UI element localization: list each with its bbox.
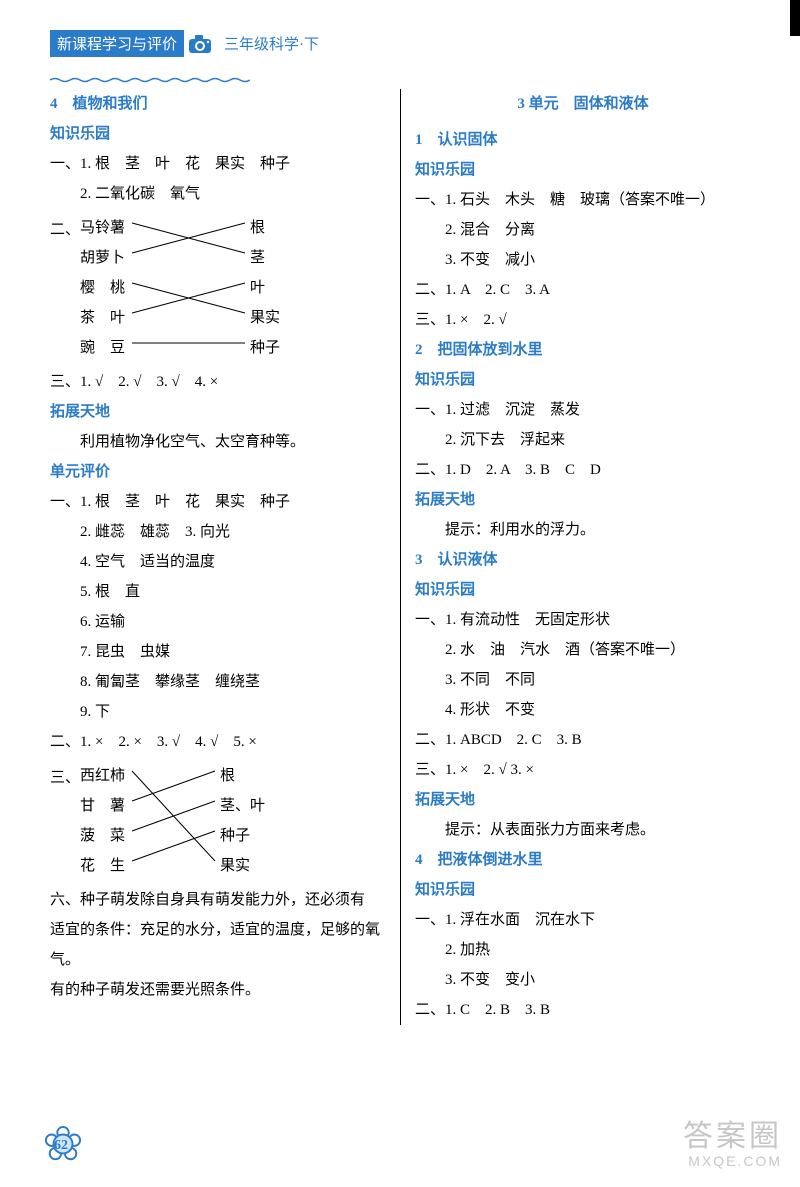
answer-line: 二、1. A 2. C 3. A [415,275,751,305]
answer-line: 3. 不变 变小 [415,965,751,995]
book-series-badge: 新课程学习与评价 [50,30,184,57]
answer-line: 六、种子萌发除自身具有萌发能力外，还必须有 [50,885,390,915]
question-prefix: 二、 [50,215,80,245]
answer-line: 4. 空气 适当的温度 [50,547,390,577]
subsection-title: 知识乐园 [415,365,751,395]
answer-line: 二、1. D 2. A 3. B C D [415,455,751,485]
answer-line: 一、1. 有流动性 无固定形状 [415,605,751,635]
answer-line: 二、1. ABCD 2. C 3. B [415,725,751,755]
subsection-title: 知识乐园 [50,119,390,149]
answer-line: 适宜的条件：充足的水分，适宜的温度，足够的氧气。 [50,915,390,975]
subsection-title: 知识乐园 [415,155,751,185]
left-column: 4 植物和我们 知识乐园 一、1. 根 茎 叶 花 果实 种子 2. 二氧化碳 … [50,89,400,1025]
match-lines [80,213,380,363]
page-number: 62 [54,1138,68,1154]
answer-line: 4. 形状 不变 [415,695,751,725]
answer-line: 一、1. 石头 木头 糖 玻璃（答案不唯一） [415,185,751,215]
answer-line: 三、1. × 2. √ [415,305,751,335]
matching-diagram: 西红柿 甘 薯 菠 菜 花 生 根 茎、叶 种子 果实 [80,761,390,881]
book-title: 三年级科学·下 [224,33,319,54]
answer-line: 一、1. 根 茎 叶 花 果实 种子 [50,149,390,179]
watermark-text: 答案圈 [683,1111,782,1155]
answer-line: 8. 匍匐茎 攀缘茎 缠绕茎 [50,667,390,697]
subsection-title: 拓展天地 [50,397,390,427]
watermark: 答案圈 MXQE.COM [683,1111,782,1169]
edge-tab [790,0,800,36]
subsection-title: 单元评价 [50,457,390,487]
answer-line: 一、1. 根 茎 叶 花 果实 种子 [50,487,390,517]
page-header: 新课程学习与评价 三年级科学·下 [50,30,760,57]
subsection-title: 知识乐园 [415,875,751,905]
content-columns: 4 植物和我们 知识乐园 一、1. 根 茎 叶 花 果实 种子 2. 二氧化碳 … [50,89,760,1025]
answer-line: 一、1. 浮在水面 沉在水下 [415,905,751,935]
question-prefix: 三、 [50,763,80,793]
unit-title: 3 单元 固体和液体 [415,89,751,119]
section-title: 3 认识液体 [415,545,751,575]
section-title: 4 把液体倒进水里 [415,845,751,875]
answer-line: 2. 混合 分离 [415,215,751,245]
answer-line: 3. 不同 不同 [415,665,751,695]
answer-line: 一、1. 过滤 沉淀 蒸发 [415,395,751,425]
section-title: 4 植物和我们 [50,89,390,119]
answer-line: 6. 运输 [50,607,390,637]
header-wave [50,71,760,77]
subsection-title: 拓展天地 [415,785,751,815]
answer-line: 二、1. × 2. × 3. √ 4. √ 5. × [50,727,390,757]
answer-line: 9. 下 [50,697,390,727]
answer-line: 利用植物净化空气、太空育种等。 [50,427,390,457]
answer-line: 三、1. × 2. √ 3. × [415,755,751,785]
answer-line: 2. 沉下去 浮起来 [415,425,751,455]
section-title: 2 把固体放到水里 [415,335,751,365]
answer-line: 三、1. √ 2. √ 3. √ 4. × [50,367,390,397]
answer-line: 二、1. C 2. B 3. B [415,995,751,1025]
answer-line: 2. 加热 [415,935,751,965]
answer-line: 提示：利用水的浮力。 [415,515,751,545]
answer-line: 2. 二氧化碳 氧气 [50,179,390,209]
answer-line: 2. 水 油 汽水 酒（答案不唯一） [415,635,751,665]
answer-line: 有的种子萌发还需要光照条件。 [50,975,390,1005]
watermark-url: MXQE.COM [683,1153,782,1169]
answer-line: 7. 昆虫 虫媒 [50,637,390,667]
match-lines [80,761,380,881]
section-title: 1 认识固体 [415,125,751,155]
answer-line: 提示：从表面张力方面来考虑。 [415,815,751,845]
subsection-title: 知识乐园 [415,575,751,605]
matching-diagram: 马铃薯 胡萝卜 樱 桃 茶 叶 豌 豆 根 茎 叶 果实 种子 [80,213,390,363]
right-column: 3 单元 固体和液体 1 认识固体 知识乐园 一、1. 石头 木头 糖 玻璃（答… [401,89,751,1025]
answer-line: 5. 根 直 [50,577,390,607]
answer-line: 2. 雌蕊 雄蕊 3. 向光 [50,517,390,547]
subsection-title: 拓展天地 [415,485,751,515]
answer-line: 3. 不变 减小 [415,245,751,275]
camera-icon [188,34,216,54]
